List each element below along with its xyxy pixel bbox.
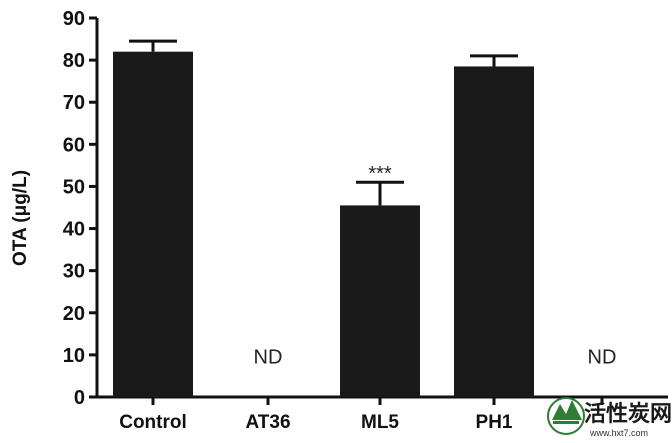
x-tick-label: AT36 <box>245 412 290 433</box>
x-tick-label: ML5 <box>361 412 399 433</box>
y-tick-label: 0 <box>74 387 85 409</box>
bars <box>113 39 534 397</box>
y-tick-label: 50 <box>63 176 85 198</box>
y-tick-label: 40 <box>63 219 85 241</box>
y-axis-label: OTA (μg/L) <box>10 170 31 266</box>
y-tick-label: 30 <box>63 261 85 283</box>
watermark-text: 活性炭网 <box>584 401 672 427</box>
x-tick-label: PH1 <box>476 412 513 433</box>
annotation-label: ND <box>254 346 283 368</box>
annotation-label: *** <box>368 163 392 185</box>
watermark: 活性炭网 www.hxt7.com <box>547 397 672 438</box>
y-tick-label: 70 <box>63 92 85 114</box>
y-tick-label: 60 <box>63 134 85 156</box>
bar <box>454 66 534 397</box>
y-tick-label: 90 <box>63 8 85 30</box>
watermark-logo-icon <box>547 397 585 435</box>
y-tick-label: 80 <box>63 50 85 72</box>
bar <box>113 51 193 397</box>
y-tick-label: 10 <box>63 345 85 367</box>
watermark-url: www.hxt7.com <box>589 428 648 438</box>
x-tick-label: Control <box>119 412 187 433</box>
y-axis: 0 10 20 30 40 50 60 70 80 90 <box>63 8 99 409</box>
bar <box>340 205 420 397</box>
annotations: ND *** ND <box>254 163 617 368</box>
annotation-label: ND <box>588 346 617 368</box>
y-tick-label: 20 <box>63 303 85 325</box>
